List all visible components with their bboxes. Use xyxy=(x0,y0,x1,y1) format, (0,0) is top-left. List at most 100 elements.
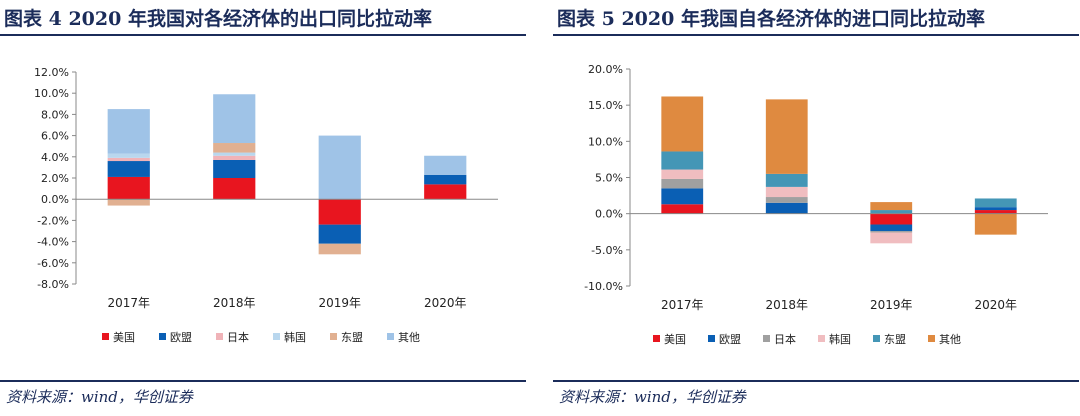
footer-rule xyxy=(0,380,526,382)
legend-label: 欧盟 xyxy=(719,333,741,346)
y-tick-label: -2.0% xyxy=(37,214,69,227)
legend-label: 美国 xyxy=(113,331,135,344)
bar-segment xyxy=(424,174,467,185)
y-tick-label: 10.0% xyxy=(34,87,69,100)
bar-segment xyxy=(974,207,1017,211)
x-category-label: 2017年 xyxy=(107,296,150,310)
title-rule xyxy=(0,34,526,36)
bar-segment xyxy=(765,202,808,214)
legend-label: 美国 xyxy=(664,333,686,346)
title-rule xyxy=(553,34,1079,36)
footer-rule xyxy=(553,380,1079,382)
bar-segment xyxy=(107,199,150,206)
y-tick-label: -10.0% xyxy=(584,280,623,293)
y-tick-label: 20.0% xyxy=(588,63,623,76)
y-tick-label: 15.0% xyxy=(588,99,623,112)
y-tick-label: 4.0% xyxy=(41,151,69,164)
y-tick-label: 0.0% xyxy=(595,208,623,221)
x-category-label: 2020年 xyxy=(424,296,467,310)
x-category-label: 2019年 xyxy=(870,298,913,312)
x-category-label: 2020年 xyxy=(974,298,1017,312)
export-contribution-chart: 12.0% 10.0% 8.0% 6.0% 4.0% 2.0% 0.0% -2.0% -4.0%… xyxy=(34,66,498,344)
bar-segment xyxy=(107,109,150,154)
bar-segment xyxy=(318,243,361,255)
import-chart-title: 图表 5 2020 年我国自各经济体的进口同比拉动率 xyxy=(557,8,985,30)
legend-swatch xyxy=(216,333,223,340)
y-tick-label: -8.0% xyxy=(37,278,69,291)
bar-segment xyxy=(318,224,361,244)
y-tick-label: -6.0% xyxy=(37,257,69,270)
bar-segment xyxy=(870,232,913,244)
y-tick-label: -4.0% xyxy=(37,236,69,249)
legend-swatch xyxy=(273,333,280,340)
bar-segment xyxy=(870,231,913,233)
bar-segment xyxy=(661,178,704,189)
legend-label: 日本 xyxy=(774,332,796,346)
legend-swatch xyxy=(708,335,715,342)
bar-segment xyxy=(661,96,704,152)
bar-segment xyxy=(213,178,256,200)
legend-swatch xyxy=(159,333,166,340)
bar-segment xyxy=(213,159,256,178)
x-category-label: 2017年 xyxy=(661,298,704,312)
bar-segment xyxy=(661,204,704,214)
y-tick-label: 10.0% xyxy=(588,135,623,148)
x-category-label: 2018年 xyxy=(765,298,808,312)
legend-label: 其他 xyxy=(939,333,961,346)
bar-segment xyxy=(661,188,704,205)
bar-segment xyxy=(765,99,808,174)
legend-label: 欧盟 xyxy=(170,331,192,344)
legend-swatch xyxy=(653,335,660,342)
legend-swatch xyxy=(818,335,825,342)
bar-segment xyxy=(974,213,1017,235)
bar-segment xyxy=(107,161,150,177)
bar-segment xyxy=(107,157,150,162)
legend-swatch xyxy=(763,335,770,342)
y-tick-label: 8.0% xyxy=(41,108,69,121)
bar-segment xyxy=(213,152,256,156)
y-tick-label: 0.0% xyxy=(41,193,69,206)
bar-segment xyxy=(765,197,808,203)
bar-segment xyxy=(870,213,913,225)
bar-segment xyxy=(424,155,467,175)
bar-segment xyxy=(213,155,256,160)
import-source-note: 资料来源：wind，华创证券 xyxy=(559,388,746,406)
y-tick-label: 12.0% xyxy=(34,66,69,79)
legend-label: 韩国 xyxy=(284,330,306,344)
legend-label: 日本 xyxy=(227,330,249,344)
bar-segment xyxy=(661,169,704,179)
legend-swatch xyxy=(387,333,394,340)
y-tick-label: 6.0% xyxy=(41,130,69,143)
bar-segment xyxy=(870,224,913,232)
bar-segment xyxy=(974,210,1017,214)
import-contribution-chart: 20.0% 15.0% 10.0% 5.0% 0.0% -5.0% -10.0% 2017年 2… xyxy=(584,63,1048,346)
bar-segment xyxy=(318,199,361,225)
legend-label: 东盟 xyxy=(884,333,906,346)
legend-swatch xyxy=(330,333,337,340)
legend-swatch xyxy=(928,335,935,342)
y-tick-label: 5.0% xyxy=(595,172,623,185)
bar-segment xyxy=(661,151,704,170)
y-tick-label: -5.0% xyxy=(591,244,623,257)
legend-label: 韩国 xyxy=(829,332,851,346)
bar-segment xyxy=(870,202,913,211)
bar-segment xyxy=(213,94,256,144)
export-chart-title: 图表 4 2020 年我国对各经济体的出口同比拉动率 xyxy=(4,8,432,30)
legend-swatch xyxy=(102,333,109,340)
bar-segment xyxy=(318,135,361,200)
x-category-label: 2018年 xyxy=(213,296,256,310)
legend-label: 东盟 xyxy=(341,331,363,344)
bar-segment xyxy=(213,143,256,153)
import-panel: 图表 5 2020 年我国自各经济体的进口同比拉动率 20.0% 15.0% 10.… xyxy=(553,0,1079,416)
legend-swatch xyxy=(873,335,880,342)
bar-segment xyxy=(107,176,150,200)
export-source-note: 资料来源：wind，华创证券 xyxy=(6,388,193,406)
export-panel: 图表 4 2020 年我国对各经济体的出口同比拉动率 12.0% 10.0% 8.0… xyxy=(0,0,526,416)
bar-segment xyxy=(974,198,1017,208)
bar-segment xyxy=(765,186,808,198)
bar-segment xyxy=(107,153,150,158)
bar-segment xyxy=(424,184,467,200)
legend-label: 其他 xyxy=(398,331,420,344)
bar-segment xyxy=(765,173,808,187)
y-tick-label: 2.0% xyxy=(41,172,69,185)
